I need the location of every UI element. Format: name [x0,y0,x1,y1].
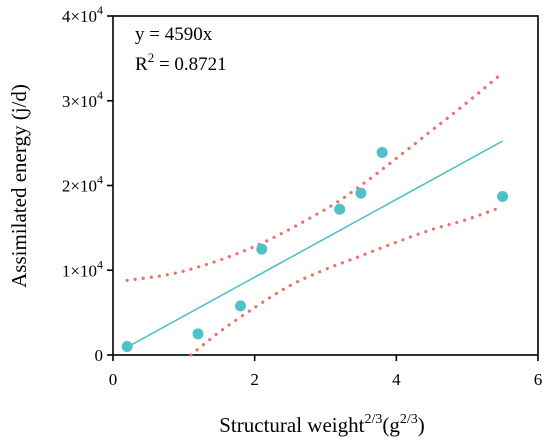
regression-line-group [126,140,503,348]
y-tick-label: 2×104 [62,173,103,196]
r2-annotation: R2 = 0.8721 [135,50,227,75]
data-point [497,191,509,203]
y-tick-label: 0 [95,346,104,365]
confidence-band-upper [125,71,505,283]
y-tick-label: 1×104 [62,257,103,280]
data-point [376,146,388,158]
x-axis-title-unit-exponent: 2/3 [400,412,418,427]
x-axis-title-unit-open: (g [382,413,400,437]
y-tick-label: 3×104 [62,88,103,111]
data-point [235,300,246,312]
y-axis-ticks: 0 1×104 2×104 3×104 4×104 [62,3,113,365]
data-point [355,187,367,199]
data-point [121,341,133,353]
x-axis-title-base: Structural weight [219,413,364,437]
data-points [121,146,509,353]
x-tick-label: 0 [109,370,118,389]
x-tick-label: 6 [534,370,543,389]
ci-upper-curve [125,71,505,283]
regression-line [126,140,503,348]
ci-lower-curve [189,205,505,357]
x-axis-title-exponent: 2/3 [364,412,382,427]
data-point [256,243,268,255]
x-axis-title-unit-close: ) [418,413,425,437]
r2-value: = 0.8721 [154,54,226,75]
equation-annotation: y = 4590x [135,24,213,45]
r2-base: R [135,54,148,75]
x-tick-label: 4 [392,370,401,389]
x-tick-label: 2 [250,370,259,389]
data-point [334,203,346,215]
data-point [192,328,204,340]
r2-exponent: 2 [148,50,155,65]
x-axis-ticks: 0 2 4 6 [109,355,543,389]
y-tick-label: 4×104 [62,3,103,26]
confidence-band-lower [189,205,505,357]
x-axis-title: Structural weight2/3(g2/3) [219,412,425,437]
y-axis-title: Assimilated energy (j/d) [7,84,31,288]
